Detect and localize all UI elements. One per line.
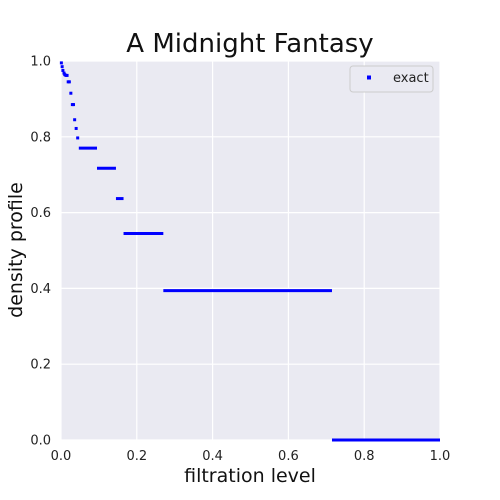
grid [60, 60, 441, 441]
legend-box [349, 65, 434, 93]
x-tick-label: 0.6 [278, 449, 299, 464]
y-ticks: 0.0 0.2 0.4 0.6 0.8 1.0 [30, 55, 51, 449]
data-point [74, 126, 78, 130]
data-point [76, 136, 80, 140]
x-ticks: 0.0 0.2 0.4 0.6 0.8 1.0 [51, 449, 451, 464]
data-point [59, 61, 63, 65]
legend[interactable]: exact [349, 65, 434, 93]
data-point [73, 118, 77, 122]
data-point [60, 65, 64, 69]
x-tick-label: 0.8 [354, 449, 375, 464]
y-tick-label: 0.0 [30, 434, 51, 449]
y-tick-label: 0.8 [30, 130, 51, 145]
y-tick-label: 1.0 [30, 55, 51, 70]
x-tick-label: 0.4 [202, 449, 223, 464]
x-axis-label: filtration level [184, 465, 316, 487]
y-axis-label: density profile [5, 182, 27, 318]
y-tick-label: 0.2 [30, 358, 51, 373]
data-point [67, 80, 71, 84]
data-point [72, 103, 76, 107]
y-tick-label: 0.4 [30, 282, 51, 297]
y-tick-label: 0.6 [30, 206, 51, 221]
chart-title: A Midnight Fantasy [126, 29, 373, 59]
data-point [69, 91, 73, 95]
legend-label-exact: exact [393, 71, 429, 86]
x-tick-label: 0.2 [126, 449, 147, 464]
x-tick-label: 1.0 [430, 449, 451, 464]
data-point [65, 73, 69, 77]
series-exact [59, 61, 440, 442]
plot-background [61, 61, 440, 440]
legend-marker [367, 75, 371, 80]
data-point [62, 71, 66, 75]
data-point [61, 68, 65, 72]
x-tick-label: 0.0 [51, 449, 72, 464]
